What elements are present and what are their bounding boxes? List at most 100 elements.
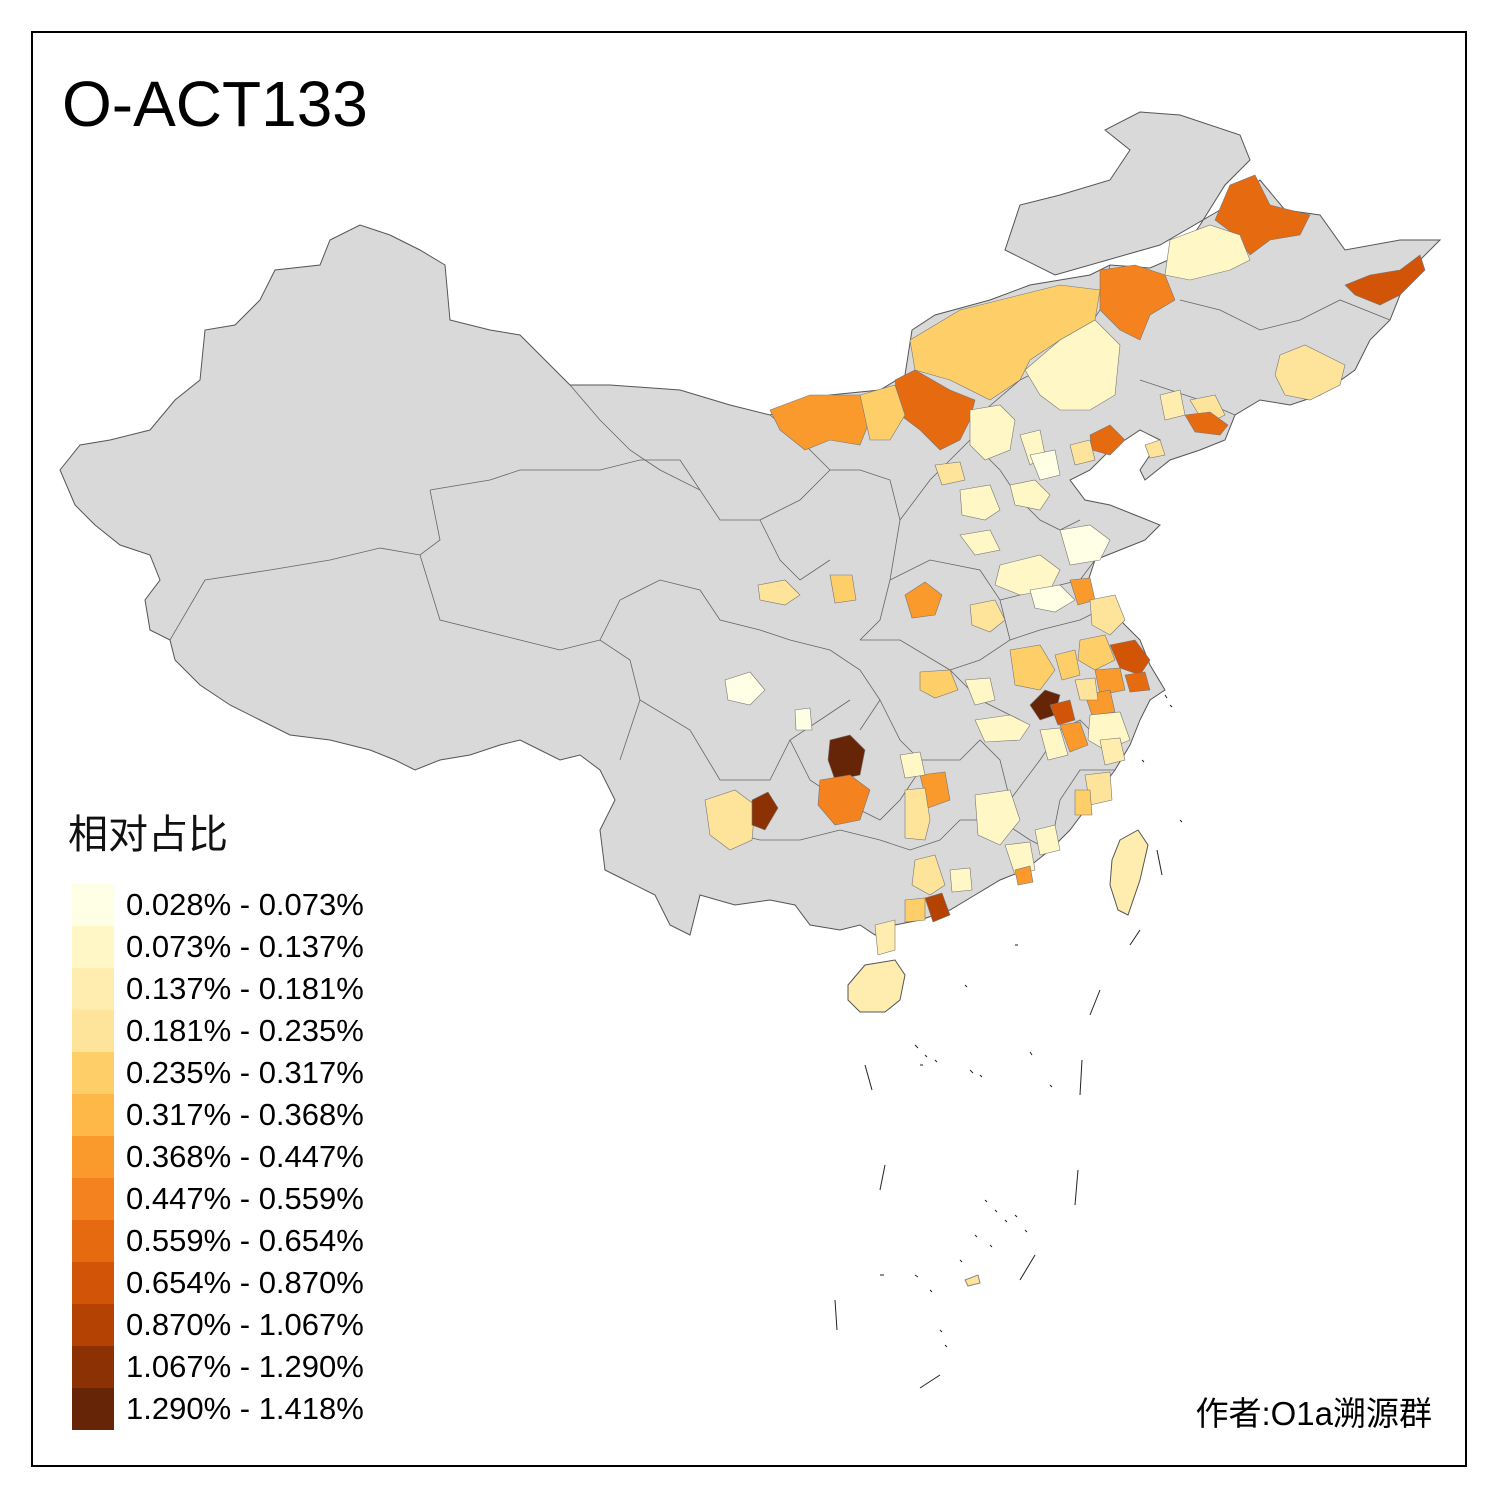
border-hebei	[969, 439, 1081, 531]
legend-swatch	[72, 1388, 114, 1430]
region-anhui-central	[1054, 649, 1081, 681]
region-jiangsu-north	[1089, 594, 1126, 636]
legend-label: 0.447% - 0.559%	[126, 1181, 364, 1216]
region-heilongjiang-east	[1344, 254, 1426, 306]
border-tibet-sichuan	[419, 554, 641, 761]
author-credit: 作者:O1a溯源群	[1195, 1395, 1432, 1432]
region-fujian-central	[1074, 789, 1093, 816]
island-arc-1	[1156, 849, 1163, 876]
border-anhui-jiangsu	[1009, 609, 1101, 641]
province-borders	[169, 264, 1391, 851]
region-sichuan-west	[724, 671, 766, 706]
region-jiangxi-north	[1099, 737, 1126, 766]
legend-item: 0.559% - 0.654%	[72, 1220, 432, 1262]
island-arc-10	[879, 1164, 886, 1191]
region-sichuan-south	[794, 707, 813, 731]
region-zhangjiakou	[969, 404, 1016, 461]
region-tangshan	[1069, 439, 1096, 466]
legend-title: 相对占比	[68, 812, 228, 858]
border-chongqing	[789, 639, 881, 731]
legend-swatch	[72, 1346, 114, 1388]
region-kunming	[704, 789, 756, 851]
legend-item: 0.447% - 0.559%	[72, 1178, 432, 1220]
region-qujing	[751, 791, 779, 831]
hainan-region	[847, 959, 906, 1013]
legend-swatch	[72, 1178, 114, 1220]
island-arc-4	[1079, 1059, 1083, 1096]
legend-label: 0.559% - 0.654%	[126, 1223, 364, 1258]
region-wuxi	[1094, 667, 1126, 696]
legend-label: 0.137% - 0.181%	[126, 971, 364, 1006]
region-zhanjiang	[874, 919, 896, 956]
region-guangzhou	[924, 892, 951, 923]
region-tongliao	[1024, 319, 1121, 411]
border-sichuan-yunnan	[639, 699, 851, 781]
region-jiangxi-central	[1039, 727, 1069, 761]
island-small	[964, 944, 1053, 1088]
region-jiangxi-south	[974, 789, 1021, 846]
border-hunan	[879, 699, 1011, 801]
region-lanzhou	[829, 574, 857, 604]
data-regions	[704, 174, 1426, 956]
legend-item: 0.181% - 0.235%	[72, 1010, 432, 1052]
island-arc-6	[1019, 1254, 1036, 1281]
region-shandong-central	[1059, 524, 1111, 566]
island-arc-9	[864, 1064, 873, 1091]
border-xinjiang-tibet	[169, 489, 441, 641]
legend-item: 0.368% - 0.447%	[72, 1136, 432, 1178]
region-nantong	[1109, 639, 1151, 676]
legend-swatch	[72, 968, 114, 1010]
island-arc-3	[1089, 989, 1101, 1016]
border-guangxi	[719, 829, 941, 851]
region-baotou	[894, 369, 976, 451]
region-jilin-east	[1274, 344, 1346, 401]
region-shaanxi-east	[934, 461, 966, 486]
legend-item: 0.317% - 0.368%	[72, 1094, 432, 1136]
legend-label: 0.073% - 0.137%	[126, 929, 364, 964]
region-shanxi-north	[959, 484, 1001, 521]
region-guangdong-north	[911, 854, 946, 896]
region-zunyi	[827, 734, 866, 781]
border-xinjiang-qinghai	[429, 459, 701, 491]
legend-label: 1.067% - 1.290%	[126, 1349, 364, 1384]
map-frame	[31, 31, 1467, 1467]
region-shantou	[1014, 865, 1034, 886]
region-shandong-south	[1029, 584, 1076, 613]
region-hebei-south	[1029, 449, 1061, 481]
region-jiangsu-central	[1077, 634, 1116, 671]
legend-label: 0.870% - 1.067%	[126, 1307, 364, 1342]
region-hulunbuir	[1099, 264, 1176, 341]
region-hunan-west	[904, 787, 931, 841]
island-dots-3	[959, 1199, 1028, 1263]
island-arc-7	[919, 1374, 941, 1389]
legend-swatch	[72, 1220, 114, 1262]
legend-label: 1.290% - 1.418%	[126, 1391, 364, 1426]
border-qinghai-sichuan	[599, 579, 791, 641]
region-xiangyang	[919, 669, 959, 699]
region-guiyang	[817, 774, 871, 826]
island-arc-5	[1074, 1169, 1079, 1206]
region-anhui-east	[1074, 677, 1099, 701]
legend-label: 0.028% - 0.073%	[126, 887, 364, 922]
region-anhui-southwest	[1059, 721, 1089, 753]
legend-swatch	[72, 1262, 114, 1304]
region-hubei-east	[974, 714, 1031, 743]
taiwan-region	[1109, 829, 1149, 916]
border-ningxia	[759, 519, 831, 581]
legend-swatch	[72, 1304, 114, 1346]
legend-item: 0.137% - 0.181%	[72, 968, 432, 1010]
coastal-islands	[1141, 694, 1183, 823]
island-arc-8	[834, 1299, 838, 1331]
legend-label: 0.317% - 0.368%	[126, 1097, 364, 1132]
region-heilongjiang-west	[1164, 224, 1251, 281]
region-hubei-central	[964, 677, 996, 706]
region-liaoning-east	[1184, 411, 1229, 436]
legend-label: 0.654% - 0.870%	[126, 1265, 364, 1300]
legend-swatch	[72, 1136, 114, 1178]
region-guangdong-east	[949, 867, 973, 893]
border-heilongjiang-jilin	[1179, 299, 1391, 331]
region-liaoning-dalian	[1144, 439, 1166, 459]
legend-item: 0.028% - 0.073%	[72, 884, 432, 926]
legend-label: 0.368% - 0.447%	[126, 1139, 364, 1174]
region-fujian-south	[1034, 824, 1061, 856]
